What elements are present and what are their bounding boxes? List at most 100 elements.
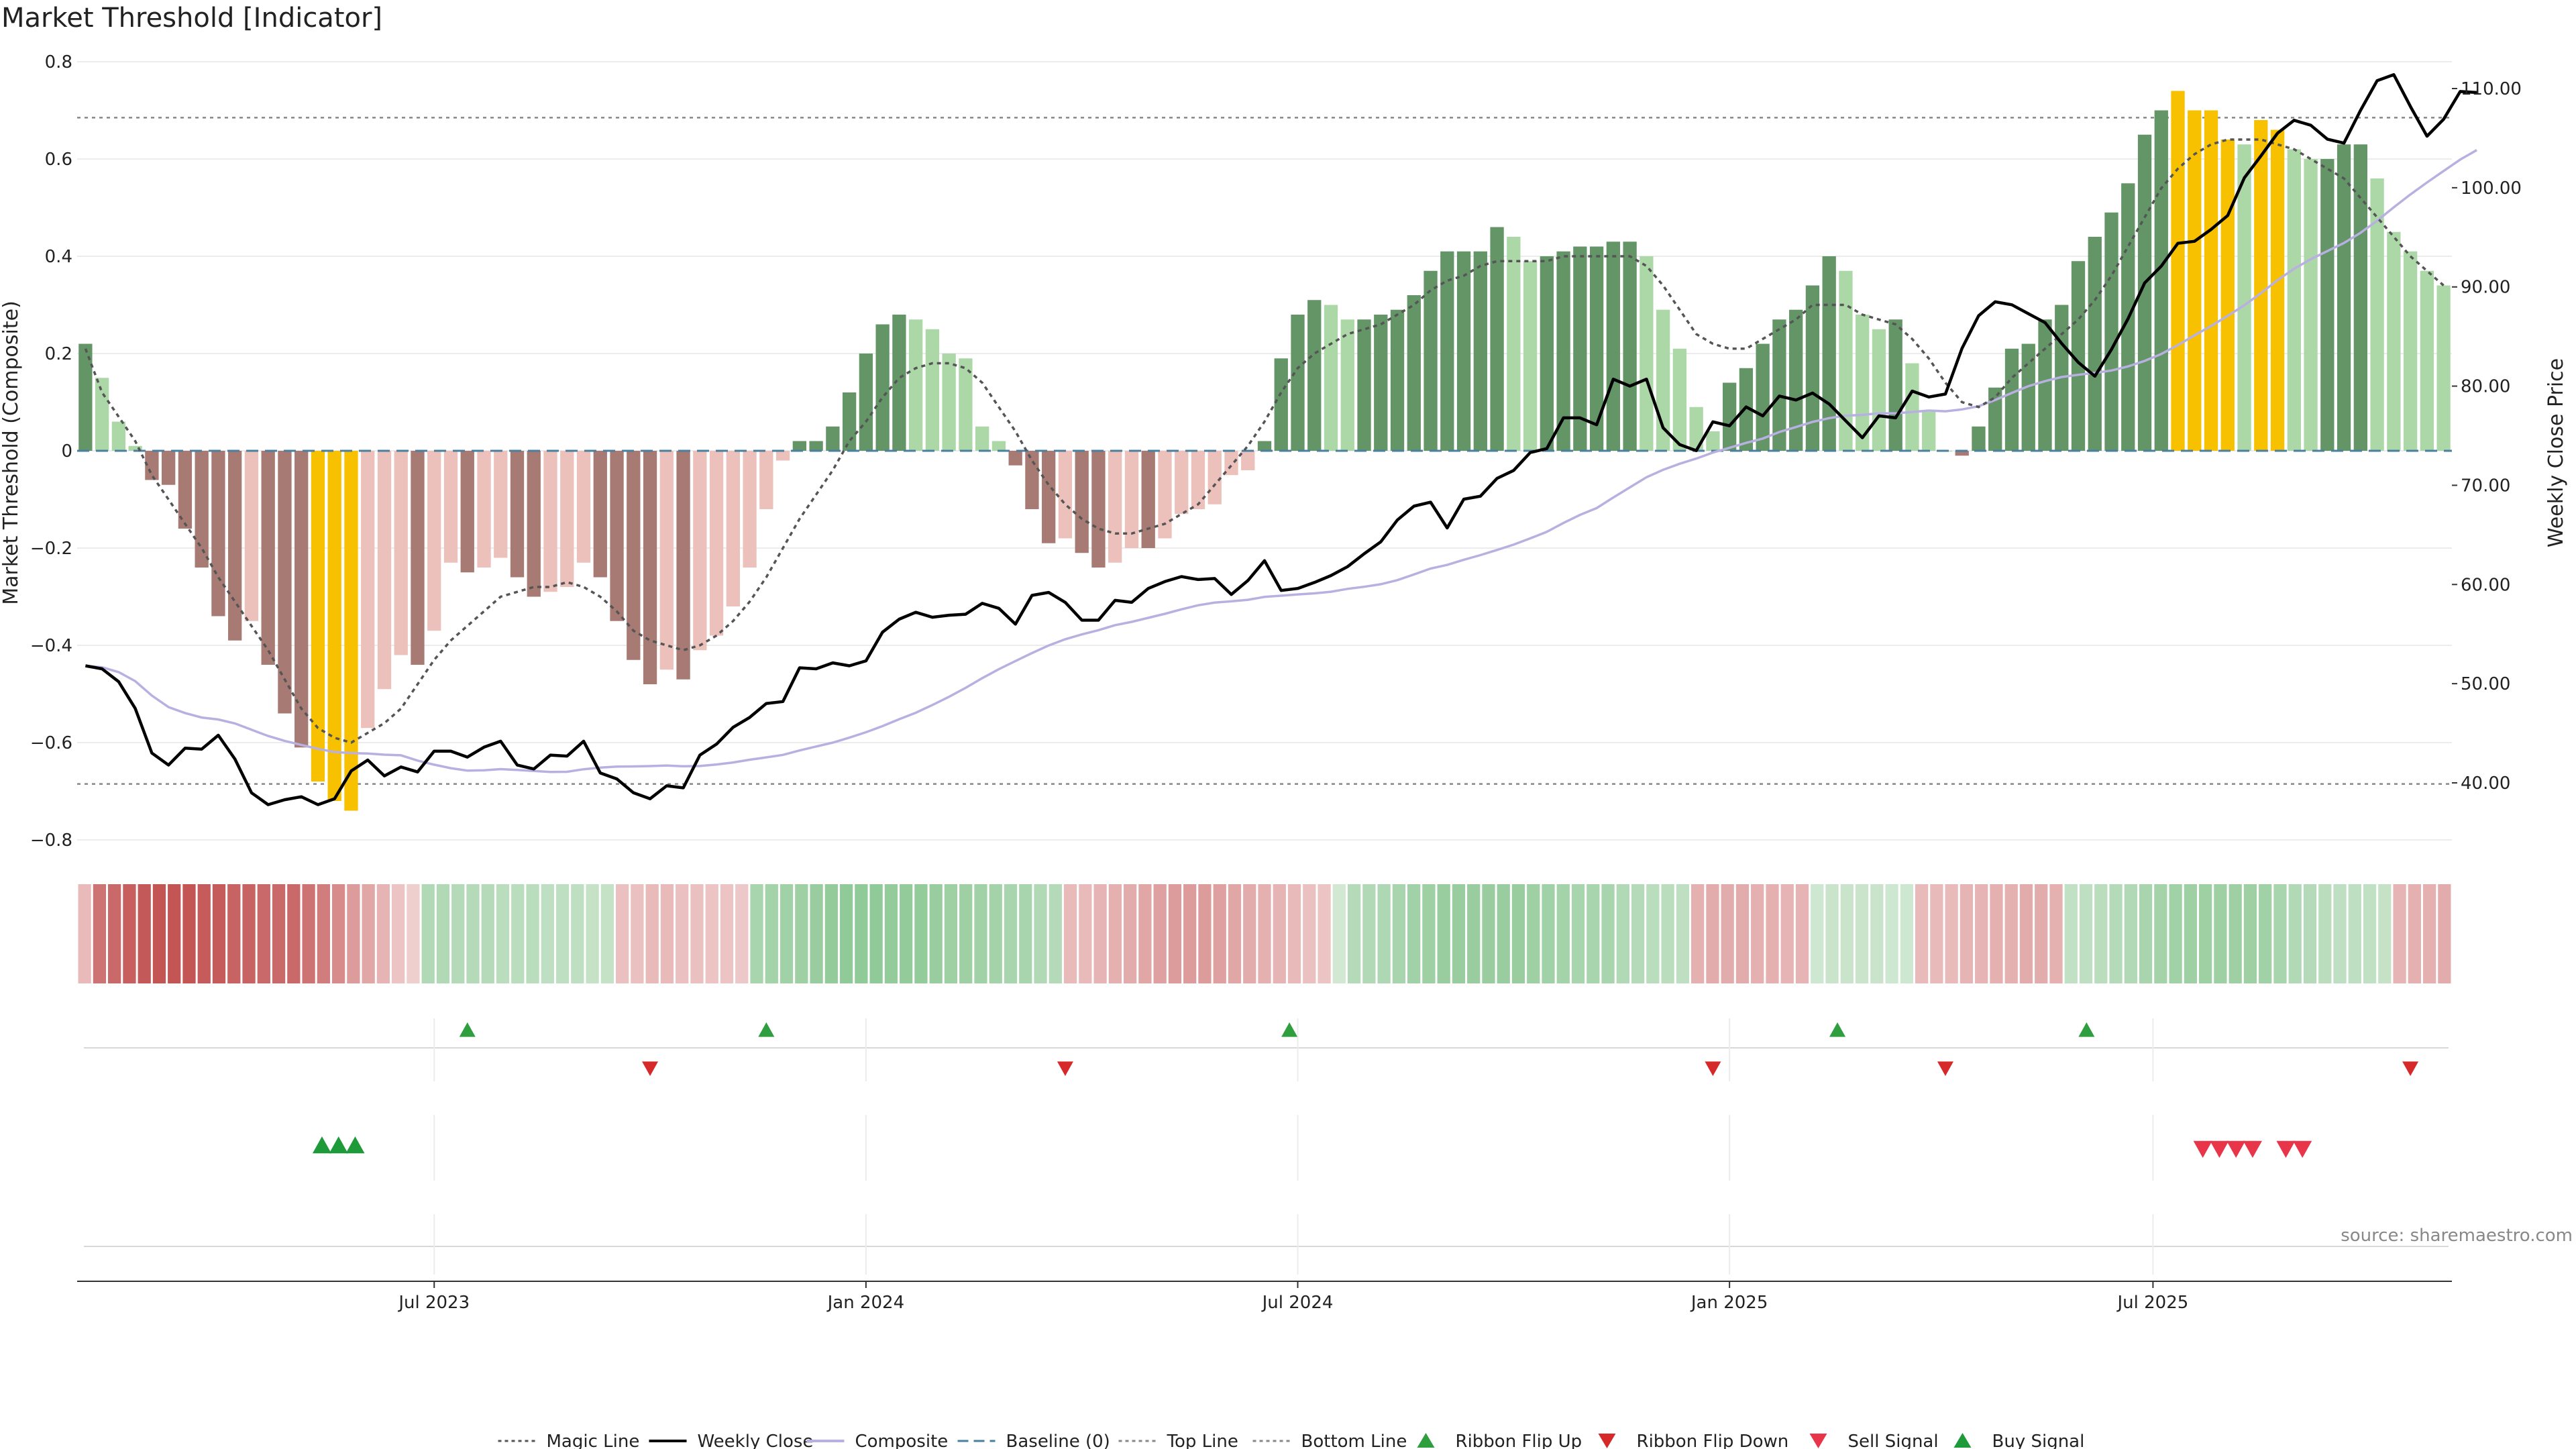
ribbon-cell bbox=[989, 884, 1002, 983]
ribbon-cell bbox=[1945, 884, 1958, 983]
composite-bar bbox=[1075, 451, 1089, 553]
ribbon-cell bbox=[78, 884, 91, 983]
composite-bar bbox=[925, 329, 940, 451]
ribbon-cell bbox=[108, 884, 121, 983]
source-note: source: sharemaestro.com bbox=[2341, 1226, 2573, 1246]
composite-bar bbox=[294, 451, 309, 748]
ribbon-cell bbox=[2348, 884, 2361, 983]
ribbon-cell bbox=[1691, 884, 1705, 983]
ribbon-cell bbox=[1437, 884, 1450, 983]
ribbon-cell bbox=[1063, 884, 1077, 983]
composite-bar bbox=[709, 451, 724, 636]
left-tick-label: −0.4 bbox=[30, 636, 72, 656]
ribbon-cell bbox=[1855, 884, 1869, 983]
composite-bar bbox=[2004, 348, 2019, 451]
composite-bar bbox=[2270, 129, 2285, 451]
legend-label: Buy Signal bbox=[1992, 1432, 2085, 1449]
ribbon-cell bbox=[2229, 884, 2242, 983]
composite-bar bbox=[2104, 212, 2118, 451]
ribbon-cell bbox=[1497, 884, 1510, 983]
composite-bar bbox=[1291, 315, 1305, 451]
ribbon-cell bbox=[2109, 884, 2123, 983]
ribbon-cell bbox=[1676, 884, 1690, 983]
ribbon-cell bbox=[1138, 884, 1152, 983]
ribbon-cell bbox=[496, 884, 510, 983]
ribbon-cell bbox=[392, 884, 405, 983]
ribbon-cell bbox=[2333, 884, 2347, 983]
left-axis-label: Market Threshold (Composite) bbox=[0, 301, 23, 605]
composite-bar bbox=[1922, 412, 1936, 451]
ribbon-cell bbox=[2408, 884, 2421, 983]
ribbon-cell bbox=[451, 884, 465, 983]
composite-bar bbox=[344, 451, 358, 811]
x-axis: Jul 2023 Jan 2024 Jul 2024 Jan 2025 Jul 2025 bbox=[77, 1281, 2452, 1313]
composite-bar bbox=[1158, 451, 1172, 539]
composite-bar bbox=[162, 451, 176, 485]
ribbon-cell bbox=[197, 884, 211, 983]
right-tick-label: 40.00 bbox=[2461, 773, 2510, 794]
composite-bar bbox=[643, 451, 657, 684]
sell-signal-marker bbox=[2193, 1140, 2212, 1158]
ribbon-cell bbox=[555, 884, 570, 983]
composite-bar bbox=[1456, 251, 1471, 451]
composite-bar bbox=[1623, 241, 1637, 451]
legend-swatch bbox=[1953, 1433, 1972, 1448]
ribbon-cell bbox=[1123, 884, 1137, 983]
composite-bar bbox=[2237, 144, 2251, 451]
composite-bar bbox=[1972, 426, 1986, 451]
left-tick-label: 0.6 bbox=[45, 150, 72, 170]
composite-bar bbox=[1856, 315, 1870, 451]
ribbon-cell bbox=[1198, 884, 1212, 983]
ribbon-cell bbox=[407, 884, 420, 983]
left-tick-label: 0 bbox=[61, 441, 72, 462]
ribbon-cell bbox=[242, 884, 256, 983]
composite-bar bbox=[1324, 305, 1338, 451]
composite-bar bbox=[975, 426, 989, 451]
ribbon-cell bbox=[123, 884, 136, 983]
ribbon-cell bbox=[2139, 884, 2153, 983]
composite-bar bbox=[2220, 140, 2235, 451]
ribbon-cell bbox=[526, 884, 539, 983]
ribbon-cell bbox=[2438, 884, 2451, 983]
ribbon-cell bbox=[421, 884, 435, 983]
composite-bar bbox=[1490, 227, 1504, 451]
legend-swatch bbox=[1598, 1434, 1616, 1448]
ribbon-cell bbox=[1616, 884, 1629, 983]
composite-bar bbox=[1357, 319, 1371, 451]
composite-bar bbox=[1573, 246, 1587, 451]
composite-bar bbox=[1722, 382, 1737, 451]
left-axis: 0.8 0.6 0.4 0.2 0 −0.2 −0.4 −0.6 −0.8 bbox=[30, 52, 72, 851]
composite-bar bbox=[1091, 451, 1106, 568]
ribbon-cell bbox=[2019, 884, 2033, 983]
legend-label: Weekly Close bbox=[698, 1432, 814, 1449]
ribbon-cell bbox=[824, 884, 838, 983]
ribbon-cell bbox=[182, 884, 196, 983]
legend-label: Ribbon Flip Up bbox=[1456, 1432, 1582, 1449]
ribbon-cell bbox=[616, 884, 629, 983]
ribbon-cell bbox=[959, 884, 973, 983]
magic-line bbox=[84, 138, 2445, 744]
composite-bar bbox=[627, 451, 641, 660]
right-axis: 110.00 100.00 90.00 80.00 70.00 60.00 50.00 40.… bbox=[2452, 79, 2522, 794]
right-tick-label: 50.00 bbox=[2461, 674, 2510, 694]
ribbon-cell bbox=[2064, 884, 2078, 983]
composite-bar bbox=[2304, 159, 2318, 451]
ribbon-cell bbox=[2422, 884, 2436, 983]
ribbon-cell bbox=[1661, 884, 1674, 983]
composite-bar bbox=[1589, 246, 1604, 451]
composite-bar bbox=[676, 451, 690, 680]
ribbon-cell bbox=[2124, 884, 2137, 983]
ribbon-cell bbox=[795, 884, 808, 983]
ribbon-flip-up-marker bbox=[758, 1022, 775, 1037]
composite-bar bbox=[361, 451, 375, 729]
ribbon-cell bbox=[2363, 884, 2377, 983]
ribbon-cell bbox=[481, 884, 494, 983]
composite-bar bbox=[875, 324, 890, 451]
composite-bar bbox=[1424, 270, 1438, 451]
composite-bar bbox=[1008, 451, 1022, 466]
ribbon-flip-down-marker bbox=[1705, 1061, 1721, 1076]
composite-bar bbox=[278, 451, 292, 714]
composite-line bbox=[85, 149, 2477, 773]
composite-bar bbox=[494, 451, 508, 558]
ribbon-cell bbox=[645, 884, 659, 983]
